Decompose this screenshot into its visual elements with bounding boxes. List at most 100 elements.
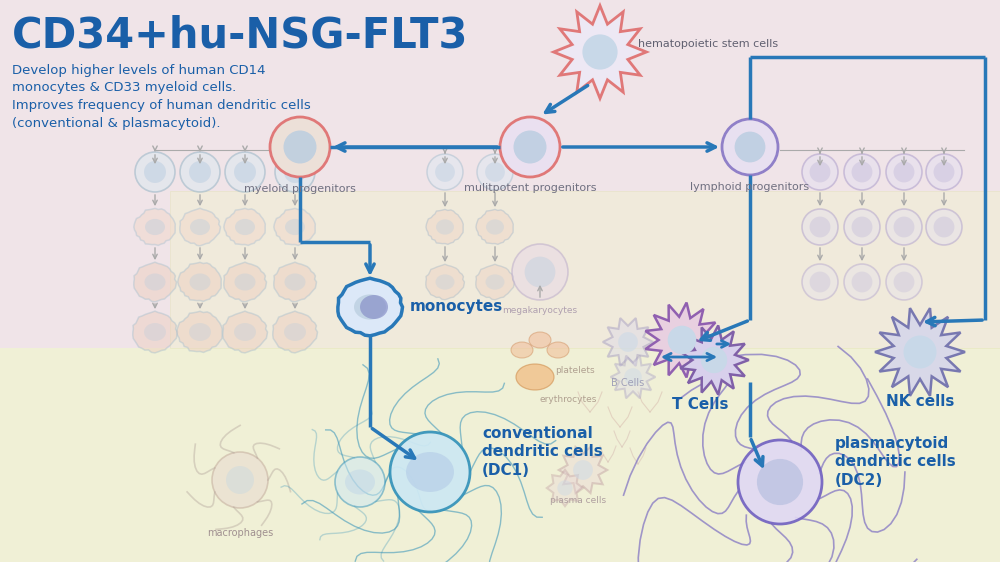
- Ellipse shape: [234, 274, 256, 291]
- Text: macrophages: macrophages: [207, 528, 273, 538]
- Polygon shape: [224, 209, 265, 246]
- Circle shape: [934, 216, 954, 237]
- Circle shape: [144, 161, 166, 183]
- Text: Develop higher levels of human CD14
monocytes & CD33 myeloid cells.
Improves fre: Develop higher levels of human CD14 mono…: [12, 64, 311, 129]
- Circle shape: [852, 216, 872, 237]
- Text: plasma cells: plasma cells: [550, 496, 606, 505]
- Circle shape: [189, 161, 211, 183]
- Ellipse shape: [406, 452, 454, 492]
- Text: B Cells: B Cells: [611, 378, 645, 388]
- Text: monocytes: monocytes: [410, 300, 503, 315]
- Circle shape: [934, 161, 954, 183]
- Ellipse shape: [144, 274, 166, 291]
- Ellipse shape: [144, 323, 166, 341]
- Polygon shape: [338, 278, 402, 336]
- Circle shape: [557, 481, 573, 496]
- Circle shape: [226, 466, 254, 494]
- Polygon shape: [603, 318, 653, 366]
- Circle shape: [180, 152, 220, 192]
- Ellipse shape: [190, 274, 210, 291]
- Ellipse shape: [285, 219, 305, 235]
- Circle shape: [844, 154, 880, 190]
- Polygon shape: [476, 264, 514, 300]
- Circle shape: [618, 332, 638, 352]
- Circle shape: [894, 216, 914, 237]
- Text: erythrocytes: erythrocytes: [540, 395, 597, 404]
- Polygon shape: [426, 210, 463, 244]
- Circle shape: [810, 271, 830, 292]
- Ellipse shape: [511, 342, 533, 358]
- Text: conventional
dendritic cells
(DC1): conventional dendritic cells (DC1): [482, 426, 603, 478]
- Text: hematopoietic stem cells: hematopoietic stem cells: [638, 39, 778, 49]
- Polygon shape: [645, 302, 720, 378]
- Circle shape: [485, 162, 505, 182]
- Ellipse shape: [547, 342, 569, 358]
- Polygon shape: [547, 470, 583, 506]
- Circle shape: [500, 117, 560, 177]
- Ellipse shape: [285, 274, 306, 291]
- Text: T Cells: T Cells: [672, 397, 728, 412]
- Polygon shape: [180, 209, 220, 246]
- Circle shape: [802, 154, 838, 190]
- Circle shape: [926, 209, 962, 245]
- Circle shape: [904, 336, 936, 369]
- Circle shape: [886, 154, 922, 190]
- Circle shape: [668, 326, 696, 354]
- Circle shape: [894, 271, 914, 292]
- Circle shape: [390, 432, 470, 512]
- Circle shape: [225, 152, 265, 192]
- Circle shape: [477, 154, 513, 190]
- Circle shape: [810, 161, 830, 183]
- Circle shape: [894, 161, 914, 183]
- Circle shape: [886, 264, 922, 300]
- Ellipse shape: [436, 274, 454, 289]
- Polygon shape: [875, 308, 965, 396]
- Circle shape: [701, 347, 727, 373]
- Bar: [0, 0, 1000, 348]
- Circle shape: [926, 154, 962, 190]
- Ellipse shape: [354, 294, 386, 320]
- Polygon shape: [273, 311, 318, 353]
- Circle shape: [738, 440, 822, 524]
- Ellipse shape: [235, 219, 255, 235]
- Circle shape: [886, 209, 922, 245]
- Polygon shape: [223, 311, 268, 353]
- Ellipse shape: [345, 469, 375, 495]
- Ellipse shape: [436, 219, 454, 235]
- Circle shape: [624, 368, 642, 386]
- Circle shape: [270, 117, 330, 177]
- Circle shape: [844, 264, 880, 300]
- Polygon shape: [274, 209, 315, 246]
- Ellipse shape: [516, 364, 554, 390]
- Circle shape: [512, 244, 568, 300]
- Circle shape: [275, 152, 315, 192]
- Ellipse shape: [189, 323, 211, 341]
- Circle shape: [802, 264, 838, 300]
- Circle shape: [573, 460, 593, 480]
- Circle shape: [810, 216, 830, 237]
- Text: megakaryocytes: megakaryocytes: [502, 306, 578, 315]
- Circle shape: [722, 119, 778, 175]
- Circle shape: [234, 161, 256, 183]
- Polygon shape: [178, 262, 221, 301]
- Circle shape: [844, 209, 880, 245]
- Circle shape: [852, 161, 872, 183]
- Circle shape: [735, 132, 765, 162]
- Ellipse shape: [284, 323, 306, 341]
- Circle shape: [335, 457, 385, 507]
- Text: myeloid progenitors: myeloid progenitors: [244, 184, 356, 194]
- Ellipse shape: [145, 219, 165, 235]
- Circle shape: [284, 130, 316, 164]
- Bar: [170, 191, 1000, 348]
- Polygon shape: [177, 311, 222, 352]
- Circle shape: [135, 152, 175, 192]
- Circle shape: [514, 130, 546, 164]
- Circle shape: [582, 34, 618, 70]
- Circle shape: [802, 209, 838, 245]
- Circle shape: [525, 257, 555, 287]
- Circle shape: [212, 452, 268, 508]
- Ellipse shape: [360, 295, 388, 319]
- Text: lymphoid progenitors: lymphoid progenitors: [690, 182, 810, 192]
- Bar: [0, 348, 1000, 562]
- Text: CD34+hu-NSG-FLT3: CD34+hu-NSG-FLT3: [12, 14, 468, 56]
